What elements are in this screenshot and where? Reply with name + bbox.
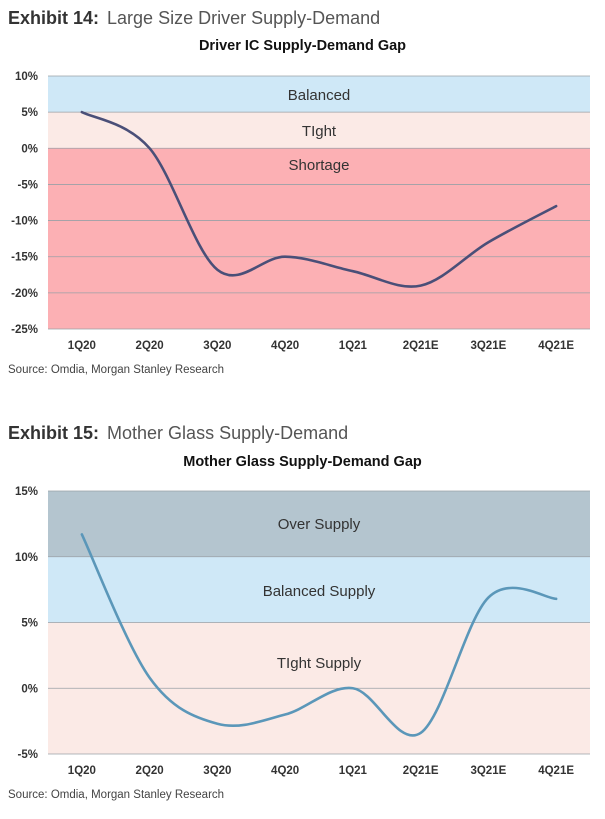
band-label-2: TIght Supply [277,655,362,672]
series-line-0 [80,533,558,737]
y-tick-label-2: 0% [21,143,38,155]
x-tick-label-6: 3Q21E [470,765,506,777]
x-tick-label-3: 4Q20 [271,765,299,777]
x-tick-label-1: 2Q20 [136,765,164,777]
x-tick-label-0: 1Q20 [68,765,96,777]
exhibit-15-heading: Exhibit 15: Mother Glass Supply-Demand [8,423,348,444]
x-tick-label-6: 3Q21E [470,340,506,352]
band-label-1: TIght [302,123,337,140]
band-label-0: Balanced [288,87,351,104]
exhibit-14-label: Exhibit 14: [8,8,100,28]
y-tick-label-2: 5% [21,618,38,630]
series-line-0 [80,110,558,288]
x-tick-label-1: 2Q20 [136,340,164,352]
exhibit-14: Exhibit 14: Large Size Driver Supply-Dema… [0,0,605,400]
y-tick-label-4: -5% [18,749,38,761]
y-tick-label-3: -5% [18,179,38,191]
exhibit-14-heading: Exhibit 14: Large Size Driver Supply-Dema… [8,8,380,29]
y-tick-label-6: -20% [11,288,38,300]
y-tick-label-0: 10% [15,71,38,83]
x-tick-label-3: 4Q20 [271,340,299,352]
y-tick-label-4: -10% [11,216,38,228]
x-tick-label-5: 2Q21E [403,340,439,352]
band-1 [48,112,590,149]
x-tick-label-7: 4Q21E [538,340,574,352]
x-tick-label-5: 2Q21E [403,765,439,777]
exhibit-15-label: Exhibit 15: [8,423,100,443]
exhibit-15-name: Mother Glass Supply-Demand [107,423,349,443]
exhibit-15-source: Source: Omdia, Morgan Stanley Research [8,789,225,801]
exhibit-14-name: Large Size Driver Supply-Demand [107,8,381,28]
x-tick-label-2: 3Q20 [203,340,231,352]
x-tick-label-4: 1Q21 [339,765,368,777]
y-tick-label-0: 15% [15,486,38,498]
y-tick-label-7: -25% [11,324,38,336]
band-label-2: Shortage [289,157,350,174]
y-tick-label-1: 10% [15,552,38,564]
x-tick-label-2: 3Q20 [203,765,231,777]
exhibit-14-source: Source: Omdia, Morgan Stanley Research [8,364,225,376]
band-2 [48,148,590,329]
band-0 [48,76,590,113]
driver-ic-chart: Balanced TIght Shortage 10% 5% 0% -5% -10% -15% -… [11,71,590,352]
band-0 [48,491,590,557]
x-tick-label-0: 1Q20 [68,340,96,352]
band-label-0: Over Supply [278,516,361,533]
x-tick-label-7: 4Q21E [538,765,574,777]
x-tick-label-4: 1Q21 [339,340,368,352]
chart-2-title: Mother Glass Supply-Demand Gap [183,454,422,470]
chart-1-title: Driver IC Supply-Demand Gap [198,38,407,54]
band-label-1: Balanced Supply [263,583,376,600]
y-tick-label-1: 5% [21,107,38,119]
y-tick-label-3: 0% [21,683,38,695]
y-tick-label-5: -15% [11,252,38,264]
